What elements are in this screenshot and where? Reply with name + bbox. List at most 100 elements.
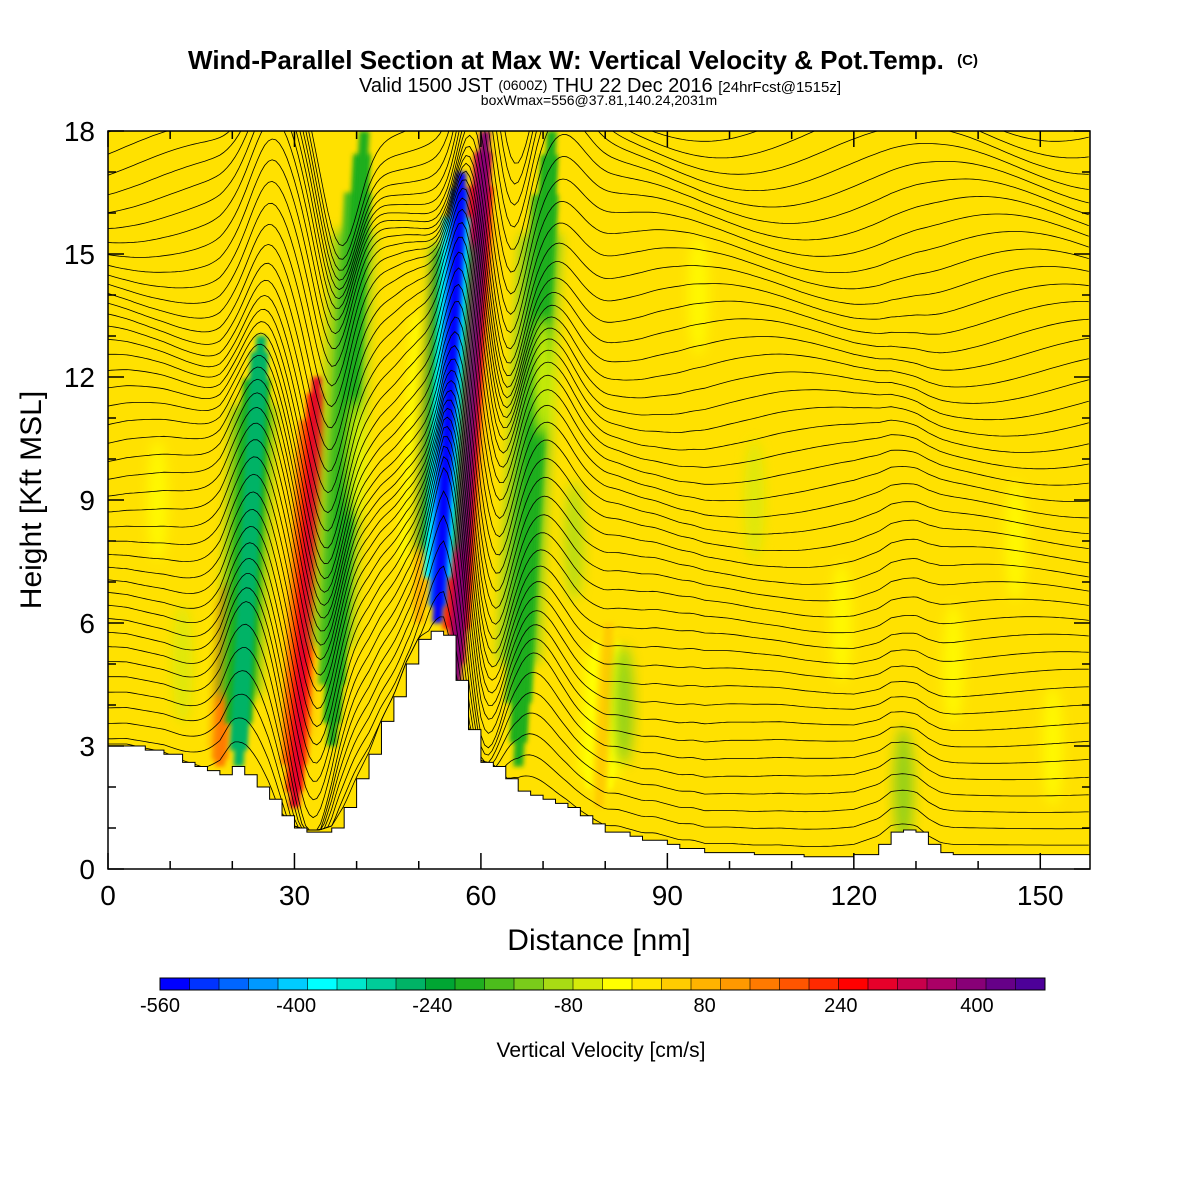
y-tick-label: 3 <box>79 731 95 762</box>
velocity-cell <box>831 563 852 683</box>
colorbar-tick-label: 80 <box>693 995 715 1017</box>
theta-contour <box>108 131 1089 309</box>
theta-contour <box>108 407 1089 728</box>
velocity-cell <box>893 727 914 847</box>
colorbar-swatch <box>661 978 692 990</box>
colorbar-swatch <box>514 978 544 990</box>
theta-contour <box>108 134 1089 335</box>
colorbar-swatch <box>160 978 190 990</box>
colorbar-swatch <box>366 978 397 990</box>
theta-contour <box>108 283 1089 580</box>
velocity-cell <box>1042 686 1063 806</box>
theta-contours <box>108 131 1089 847</box>
colorbar-swatch <box>189 978 220 990</box>
velocity-cell <box>943 604 964 724</box>
colorbar-swatch <box>1015 978 1046 990</box>
x-tick-label: 60 <box>465 880 496 911</box>
theta-contour <box>108 300 1089 593</box>
theta-contour <box>108 251 1089 549</box>
theta-contour <box>108 436 1089 782</box>
theta-contour <box>108 267 1089 565</box>
y-tick-label: 12 <box>64 362 95 393</box>
valid-date: THU 22 Dec 2016 <box>553 75 713 97</box>
colorbar-swatch <box>927 978 957 990</box>
colorbar-tick-label: 240 <box>824 995 857 1017</box>
theta-contour <box>108 208 1089 494</box>
theta-contour <box>108 426 1089 764</box>
colorbar-swatch <box>632 978 662 990</box>
theta-contour <box>108 131 1089 300</box>
colorbar-swatch <box>248 978 279 990</box>
y-axis: 0 3 6 9 12 15 18 <box>64 116 1090 885</box>
velocity-cell <box>613 645 634 765</box>
colorbar: -560 -400 -240 -80 80 240 400 <box>140 977 1046 1017</box>
chart-title-text: Wind-Parallel Section at Max W: Vertical… <box>188 45 944 75</box>
colorbar-label: Vertical Velocity [cm/s] <box>497 1039 706 1062</box>
theta-contour <box>108 197 1089 472</box>
x-tick-label: 90 <box>652 880 683 911</box>
colorbar-swatch <box>691 978 721 990</box>
theta-contour <box>108 179 1089 429</box>
x-tick-label: 30 <box>279 880 310 911</box>
theta-contour <box>108 331 1089 619</box>
theta-contour <box>108 369 1089 661</box>
colorbar-swatch <box>455 978 485 990</box>
y-tick-label: 0 <box>79 854 95 885</box>
colorbar-swatch <box>543 978 574 990</box>
colorbar-swatch <box>720 978 751 990</box>
colorbar-swatch <box>278 978 308 990</box>
y-tick-label: 6 <box>79 608 95 639</box>
theta-contour <box>108 222 1089 514</box>
colorbar-tick-label: -80 <box>554 995 583 1017</box>
colorbar-swatch <box>809 978 839 990</box>
colorbar-swatch <box>956 978 987 990</box>
theta-contour <box>108 170 1089 408</box>
colorbar-swatch <box>779 978 810 990</box>
theta-contour <box>108 345 1089 632</box>
colorbar-swatch <box>897 978 928 990</box>
colorbar-swatch <box>425 978 456 990</box>
y-axis-label: Height [Kft MSL] <box>15 391 48 609</box>
theta-contour <box>108 591 1089 831</box>
velocity-cell <box>1005 481 1026 601</box>
theta-contour <box>108 445 1089 801</box>
colorbar-swatch <box>602 978 633 990</box>
colorbar-swatch <box>396 978 426 990</box>
theta-contour <box>108 565 1089 831</box>
theta-contour <box>108 379 1089 676</box>
velocity-cell <box>147 440 168 560</box>
theta-contour <box>108 399 1089 709</box>
colorbar-swatch <box>868 978 898 990</box>
terrain <box>108 630 1090 869</box>
velocity-cell <box>564 481 585 601</box>
theta-contour <box>108 131 1089 321</box>
colorbar-swatch <box>307 978 338 990</box>
theta-contour <box>108 466 1089 831</box>
theta-contour <box>108 236 1089 532</box>
box-info: boxWmax=556@37.81,140.24,2031m <box>481 92 717 108</box>
chart-title: Wind-Parallel Section at Max W: Vertical… <box>188 45 978 75</box>
theta-contour <box>108 490 1089 831</box>
theta-contour <box>108 358 1089 646</box>
theta-contour <box>108 316 1089 606</box>
colorbar-tick-label: 400 <box>960 995 993 1017</box>
x-tick-label: 0 <box>100 880 116 911</box>
theta-contour <box>108 131 1089 291</box>
colorbar-tick-label: -240 <box>412 995 452 1017</box>
colorbar-swatch <box>750 978 780 990</box>
velocity-cell <box>688 235 709 355</box>
colorbar-swatch <box>484 978 515 990</box>
theta-contour <box>108 416 1089 746</box>
theta-contour <box>108 389 1089 692</box>
theta-contour <box>108 456 1089 819</box>
colorbar-tick-label: -400 <box>276 995 316 1017</box>
theta-contour <box>108 146 1089 350</box>
colorbar-tick-label: -560 <box>140 995 180 1017</box>
forecast-info: [24hrFcst@1515z] <box>718 79 841 96</box>
downdraft-band <box>233 336 267 767</box>
velocity-field <box>147 131 1063 847</box>
updraft-band <box>594 623 614 808</box>
plot-area <box>108 131 1090 869</box>
theta-contour <box>108 162 1089 387</box>
